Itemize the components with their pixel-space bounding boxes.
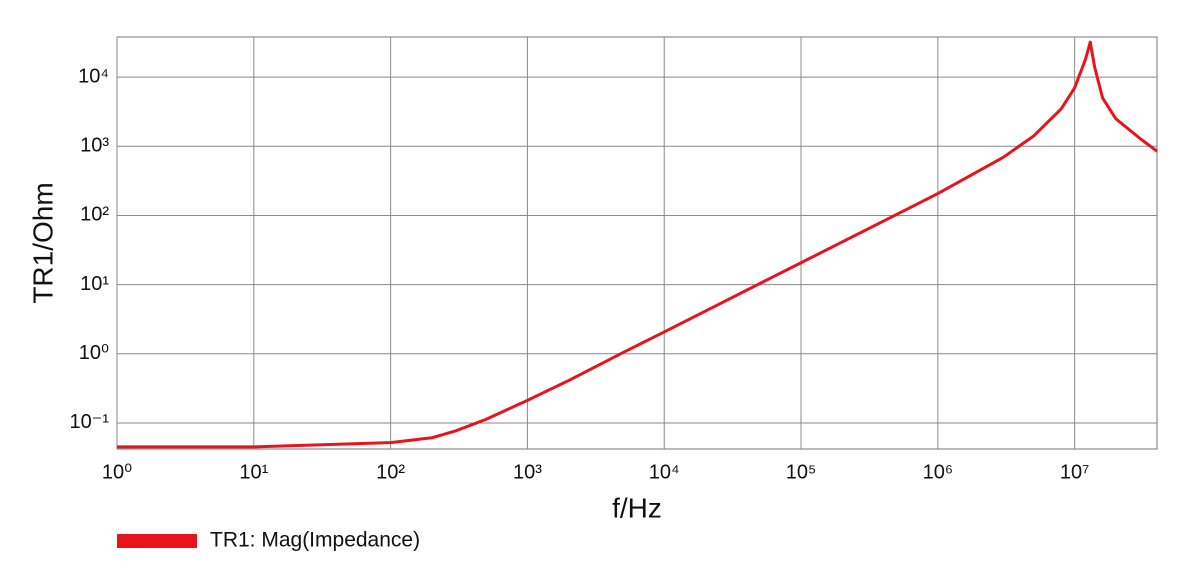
- y-tick-label: 10²: [80, 204, 109, 226]
- data-line: [117, 40, 1158, 449]
- legend-swatch: [117, 534, 197, 548]
- x-tick-label: 10⁰: [102, 461, 132, 483]
- y-tick-label: 10⁴: [78, 65, 109, 87]
- x-tick-label: 10²: [376, 461, 405, 483]
- x-tick-label: 10⁷: [1060, 461, 1089, 483]
- plot-area: [116, 36, 1158, 450]
- y-tick-label: 10³: [80, 135, 109, 157]
- y-tick-label: 10¹: [80, 273, 109, 295]
- x-tick-label: 10³: [513, 461, 542, 483]
- y-axis-title: TR1/Ohm: [27, 182, 58, 303]
- x-tick-label: 10⁶: [923, 461, 953, 483]
- x-tick-label: 10⁴: [649, 461, 680, 483]
- legend-label: TR1: Mag(Impedance): [210, 529, 420, 552]
- x-axis-title: f/Hz: [612, 492, 662, 523]
- x-tick-label: 10¹: [239, 461, 268, 483]
- y-tick-label: 10⁰: [79, 342, 109, 364]
- x-tick-label: 10⁵: [786, 461, 817, 483]
- y-tick-label: 10⁻¹: [70, 411, 110, 433]
